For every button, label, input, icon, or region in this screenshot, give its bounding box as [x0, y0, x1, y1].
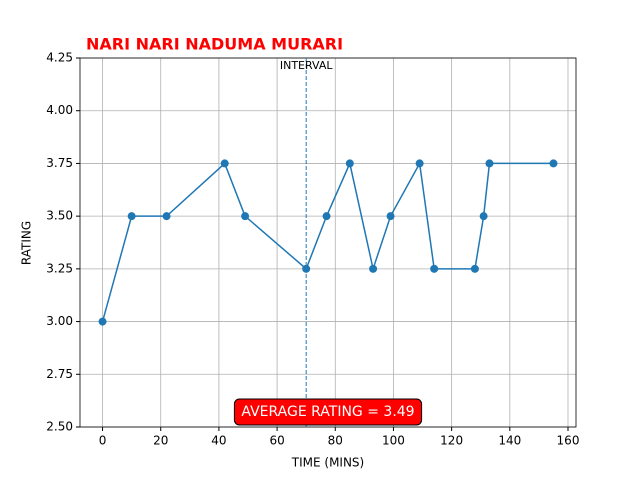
x-tick-label: 0	[99, 434, 107, 448]
point	[345, 159, 354, 168]
point	[98, 317, 107, 326]
point	[430, 264, 439, 273]
y-tick-label: 2.50	[46, 420, 73, 434]
point	[386, 212, 395, 221]
line	[101, 161, 554, 322]
x-tick-label: 160	[557, 434, 580, 448]
point	[322, 212, 331, 221]
point	[241, 212, 250, 221]
point	[369, 264, 378, 273]
point	[162, 212, 171, 221]
point	[220, 159, 229, 168]
annotation-box	[233, 398, 423, 426]
plot-frame	[79, 57, 577, 428]
y-tick-label: 3.00	[46, 314, 73, 328]
x-tick-label: 120	[440, 434, 463, 448]
y-tick-label: 3.50	[46, 209, 73, 223]
x-tick-label: 40	[211, 434, 226, 448]
annotation: AVERAGE RATING = 3.49	[241, 404, 414, 420]
y-tick-label: 4.25	[46, 51, 73, 65]
y-tick-label: 3.75	[46, 156, 73, 170]
x-tick-label: 140	[498, 434, 521, 448]
point	[485, 159, 494, 168]
point	[302, 264, 311, 273]
y-tick-label: 2.75	[46, 367, 73, 381]
y-tick-label: 3.25	[46, 261, 73, 275]
y-tick-label: 4.00	[46, 103, 73, 117]
x-tick-label: 100	[382, 434, 405, 448]
y-axis-label: RATING	[20, 221, 34, 265]
point	[549, 159, 558, 168]
point	[470, 264, 479, 273]
point	[127, 212, 136, 221]
point	[479, 212, 488, 221]
interval-label: INTERVAL	[280, 59, 334, 72]
x-tick-label: 60	[269, 434, 284, 448]
chart-title: NARI NARI NADUMA MURARI	[86, 35, 343, 54]
point	[415, 159, 424, 168]
x-tick-label: 20	[153, 434, 168, 448]
x-tick-label: 80	[328, 434, 343, 448]
x-axis-label: TIME (MINS)	[291, 456, 364, 470]
